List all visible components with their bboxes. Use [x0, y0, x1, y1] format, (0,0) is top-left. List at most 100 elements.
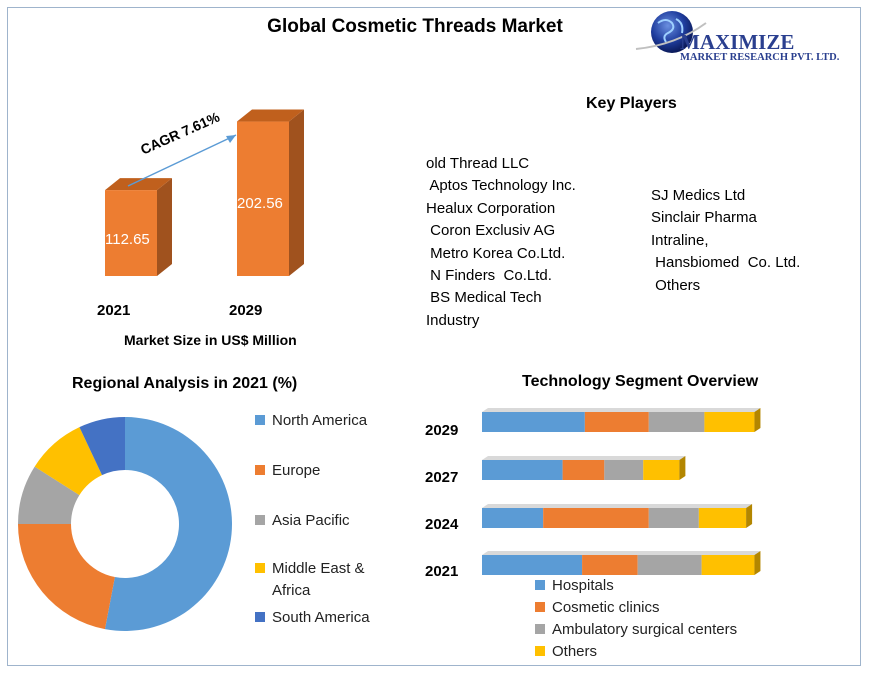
key-player-item: Others: [651, 276, 701, 294]
legend-label: Europe: [272, 462, 321, 479]
legend-item: Europe: [255, 460, 395, 482]
key-player-item: Hansbiomed Co. Ltd.: [651, 254, 801, 272]
key-player-item: Industry: [426, 311, 480, 329]
infographic-frame: [7, 7, 861, 666]
tech-bar-side-2027: [679, 456, 686, 480]
tech-segment-2029-others: [704, 412, 755, 432]
tech-legend-item: Ambulatory surgical centers: [535, 621, 737, 638]
bar-top-2021: [105, 178, 172, 191]
donut-slice-south-america: [79, 417, 125, 476]
key-player-item: old Thread LLC: [426, 155, 530, 172]
legend-swatch: [255, 563, 265, 573]
tech-segment-2024-others: [698, 508, 747, 528]
tech-bar-top-2021: [482, 551, 761, 555]
tech-legend-item: Others: [535, 643, 597, 660]
regional-title: Regional Analysis in 2021 (%): [72, 375, 298, 392]
tech-legend-item: Hospitals: [535, 577, 614, 594]
legend-label: Middle East & Africa: [272, 560, 365, 599]
tech-year-label: 2021: [425, 563, 459, 580]
legend-label: Asia Pacific: [272, 512, 350, 529]
donut-slice-middle-east-africa: [34, 427, 103, 496]
legend-swatch: [535, 580, 545, 590]
key-player-item: Healux Corporation: [426, 199, 556, 217]
market-size-caption: Market Size in US$ Million: [124, 332, 297, 348]
tech-segment-2024-ambulatory-surgical-centers: [648, 508, 699, 528]
key-player-item: Coron Exclusiv AG: [426, 222, 556, 240]
logo-name: MAXIMIZE: [680, 30, 795, 54]
key-player-item: SJ Medics Ltd: [651, 187, 746, 204]
bar-side-2021: [157, 178, 172, 276]
key-player-item: Metro Korea Co.Ltd.: [426, 244, 566, 262]
tech-segment-2027-hospitals: [482, 460, 563, 480]
tech-segment-2021-ambulatory-surgical-centers: [637, 555, 702, 575]
key-player-item: BS Medical Tech: [426, 289, 542, 307]
globe-icon: [635, 11, 707, 53]
tech-segment-2024-cosmetic-clinics: [543, 508, 649, 528]
tech-bar-top-2024: [482, 504, 753, 508]
legend-label: Others: [552, 643, 598, 660]
key-player-item: Aptos Technology Inc.: [426, 177, 576, 195]
bar-value-2021: 112.65: [105, 231, 150, 248]
donut-slice-asia-pacific: [18, 466, 80, 524]
tech-bar-side-2021: [754, 551, 761, 575]
legend-swatch: [535, 646, 545, 656]
bar-side-2029: [289, 109, 304, 276]
page-title: Global Cosmetic Threads Market: [267, 16, 563, 37]
tech-segment-2027-others: [643, 460, 680, 480]
tech-segment-2021-cosmetic-clinics: [582, 555, 638, 575]
market-year-2029: 2029: [229, 302, 263, 319]
legend-label: North America: [272, 412, 368, 429]
bar-2029: [237, 121, 289, 276]
tech-legend-item: Cosmetic clinics: [535, 599, 660, 616]
logo-tagline: MARKET RESEARCH PVT. LTD.: [680, 52, 840, 63]
legend-swatch: [255, 415, 265, 425]
tech-segment-2029-cosmetic-clinics: [584, 412, 649, 432]
logo: MAXIMIZE MARKET RESEARCH PVT. LTD.: [632, 5, 860, 65]
tech-year-label: 2024: [425, 516, 459, 533]
legend-item: Asia Pacific: [255, 510, 395, 532]
tech-bar-side-2024: [746, 504, 753, 528]
legend-label: Cosmetic clinics: [552, 599, 660, 616]
tech-segment-2029-ambulatory-surgical-centers: [648, 412, 705, 432]
key-player-item: N Finders Co.Ltd.: [426, 267, 552, 285]
key-player-item: Sinclair Pharma: [651, 209, 757, 227]
legend-item: South America: [255, 607, 395, 629]
legend-label: Hospitals: [552, 577, 614, 594]
legend-item: North America: [255, 410, 395, 432]
tech-bar-top-2027: [482, 456, 686, 460]
key-players-column-2: SJ Medics Ltd Sinclair Pharma Intraline, H…: [651, 185, 800, 297]
donut-slice-north-america: [104, 417, 233, 631]
tech-year-label: 2027: [425, 469, 459, 486]
legend-swatch: [535, 624, 545, 634]
donut-slice-europe: [18, 524, 115, 630]
bar-value-2029: 202.56: [237, 195, 283, 212]
tech-segment-2021-hospitals: [482, 555, 583, 575]
tech-bar-top-2029: [482, 408, 761, 412]
technology-title: Technology Segment Overview: [522, 373, 759, 390]
tech-year-label: 2029: [425, 422, 459, 439]
regional-donut-chart: [18, 417, 233, 631]
market-size-chart: [105, 109, 304, 276]
technology-stacked-chart: [482, 408, 761, 575]
bar-top-2029: [237, 109, 304, 122]
tech-segment-2024-hospitals: [482, 508, 544, 528]
bar-2021: [105, 190, 157, 276]
cagr-arrow: [127, 134, 237, 187]
market-year-2021: 2021: [97, 302, 131, 319]
legend-swatch: [255, 465, 265, 475]
key-players-title: Key Players: [586, 95, 677, 112]
legend-swatch: [255, 515, 265, 525]
legend-swatch: [535, 602, 545, 612]
tech-segment-2027-ambulatory-surgical-centers: [604, 460, 644, 480]
key-players-column-1: old Thread LLC Aptos Technology Inc. Heal…: [426, 153, 576, 332]
cagr-arrowhead: [226, 135, 236, 143]
key-player-item: Intraline,: [651, 231, 709, 249]
legend-item: Middle East & Africa: [255, 558, 395, 602]
legend-label: South America: [272, 609, 370, 626]
legend-label: Ambulatory surgical centers: [552, 621, 738, 638]
legend-swatch: [255, 612, 265, 622]
tech-segment-2029-hospitals: [482, 412, 585, 432]
tech-segment-2027-cosmetic-clinics: [562, 460, 605, 480]
tech-segment-2021-others: [701, 555, 755, 575]
tech-bar-side-2029: [754, 408, 761, 432]
